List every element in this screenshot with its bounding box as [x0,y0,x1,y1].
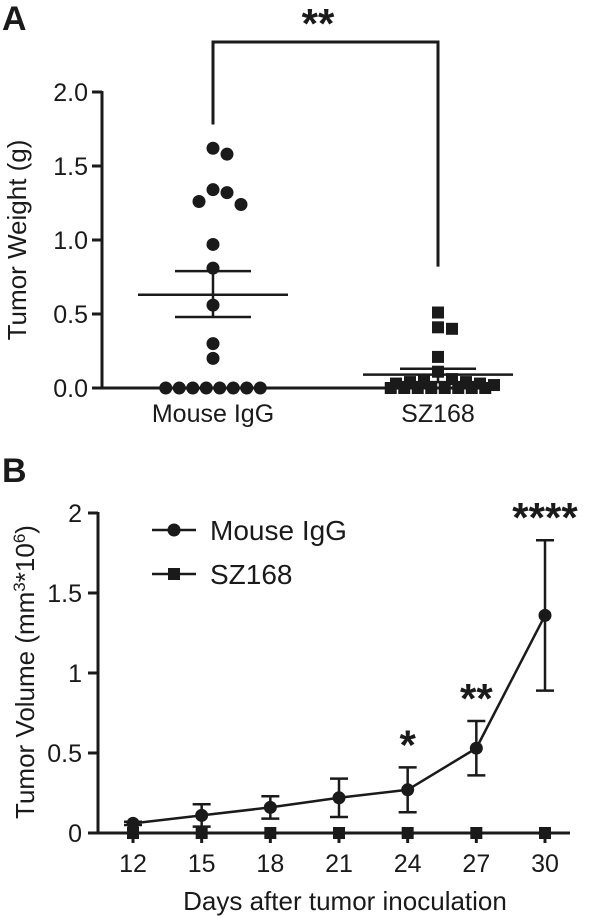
panel-b-y-tick-label: 0 [68,820,82,848]
data-point [469,741,483,755]
data-point [539,827,551,839]
data-point [159,381,173,395]
data-point [401,783,415,797]
panel-b-x-tick-label: 24 [394,850,422,878]
panel-b-y-tick-label: 0.5 [47,740,82,768]
ylabel-mid: *10 [10,543,40,582]
data-point [390,377,402,390]
panel-a-x-tick-label: Mouse IgG [152,400,274,428]
panel-b-y-axis-title: Tumor Volume (mm3*106) [10,525,40,819]
panel-a-y-tick-label: 0.0 [53,375,88,403]
data-point [213,381,227,395]
panel-a-y-tick-label: 1.0 [53,227,88,255]
data-point [226,381,240,395]
data-point [253,381,267,395]
panel-b-x-tick-label: 12 [119,850,147,878]
data-point [401,827,414,839]
panel-b-letter: B [2,452,27,490]
data-point [418,374,430,387]
panel-b-x-axis-title: Days after tumor inoculation [183,886,507,916]
panel-a-y-tick-label: 0.5 [53,301,88,329]
ylabel-sup1: 3 [10,582,29,591]
data-point [192,195,206,209]
data-point [538,608,552,622]
data-point [195,808,209,822]
data-point [220,147,234,161]
ylabel-sup2: 6 [10,534,29,543]
data-point [470,827,483,839]
panel-a-plot: 0.0 0.5 1.0 1.5 2.0 Mouse IgG SZ168 [53,40,513,428]
data-point [332,791,346,805]
data-point [263,800,277,814]
significance-label: * [399,721,416,768]
legend-marker [167,523,181,537]
significance-label: **** [512,494,578,541]
panel-b-x-tick-label: 27 [462,850,490,878]
data-point [474,377,486,390]
panel-b-x-tick-label: 30 [531,850,559,878]
panel-b-x-tick-label: 15 [188,850,216,878]
data-point [432,321,444,334]
panel-a-y-tick-label: 1.5 [53,153,88,181]
panel-b-x-tick-label: 21 [325,850,353,878]
data-point [206,183,220,197]
legend-marker [168,568,180,580]
panel-a-y-axis-title: Tumor Weight (g) [2,140,32,341]
data-point [432,350,444,363]
panel-a-significance: ** [302,0,335,47]
data-point [220,186,234,200]
data-point [186,381,200,395]
data-point [172,381,186,395]
panel-a-letter: A [2,0,27,38]
legend-label: SZ168 [210,559,293,590]
data-point [206,337,220,351]
data-point [206,351,220,365]
data-point [240,381,254,395]
significance-label: ** [460,675,493,722]
data-point [206,237,220,251]
data-point [234,197,248,211]
data-point [127,827,139,839]
data-point [126,816,140,830]
data-point [195,827,208,839]
panel-a-x-tick-label: SZ168 [401,400,475,428]
panel-b-y-tick-label: 1 [68,660,82,688]
data-point [432,306,444,319]
panel-a-y-tick-label: 2.0 [53,79,88,107]
data-point [206,141,220,155]
data-point [264,827,277,839]
data-point [199,381,213,395]
ylabel-end: ) [10,525,40,534]
legend-label: Mouse IgG [210,515,347,546]
ylabel-main: Tumor Volume (mm [10,592,40,819]
panel-b-y-tick-label: 2 [68,500,82,528]
panel-b-x-tick-label: 18 [256,850,284,878]
panel-b-y-tick-label: 1.5 [47,580,82,608]
data-point [333,827,345,839]
data-point [446,322,458,335]
data-point [488,379,500,392]
